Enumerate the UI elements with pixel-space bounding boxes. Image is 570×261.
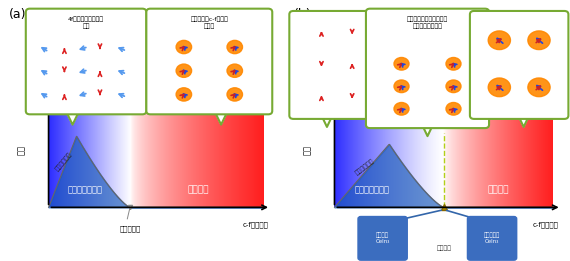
Text: 量子臨界点: 量子臨界点 — [119, 226, 141, 232]
Text: （反）強磁性相: （反）強磁性相 — [354, 186, 389, 195]
Circle shape — [176, 64, 192, 77]
Circle shape — [176, 40, 192, 54]
Text: （反）強磁性相: （反）強磁性相 — [67, 186, 103, 195]
Circle shape — [227, 40, 242, 54]
Circle shape — [176, 88, 192, 101]
Text: 磁気転移温度: 磁気転移温度 — [354, 158, 375, 176]
FancyBboxPatch shape — [358, 217, 407, 260]
Text: c-f混成強度: c-f混成強度 — [533, 221, 559, 228]
Text: 重い電子を形成しながら
磁気転移する領域: 重い電子を形成しながら 磁気転移する領域 — [407, 17, 448, 29]
Circle shape — [528, 78, 550, 97]
FancyBboxPatch shape — [26, 9, 146, 114]
Text: (b): (b) — [294, 8, 311, 21]
Polygon shape — [214, 111, 228, 125]
Text: 重い電子: 重い電子 — [188, 186, 209, 195]
Text: 高圧下での
CeIn₃: 高圧下での CeIn₃ — [484, 233, 500, 244]
Polygon shape — [321, 115, 332, 127]
Circle shape — [488, 78, 510, 97]
Circle shape — [227, 64, 242, 77]
Circle shape — [227, 88, 242, 101]
FancyBboxPatch shape — [290, 11, 393, 119]
Circle shape — [528, 31, 550, 50]
Circle shape — [394, 103, 409, 115]
Text: 磁気転移温度: 磁気転移温度 — [55, 151, 74, 172]
Circle shape — [446, 57, 461, 70]
Polygon shape — [422, 125, 433, 136]
Text: c-f混成強度: c-f混成強度 — [242, 221, 268, 228]
Text: 常圧での
CeIn₃: 常圧での CeIn₃ — [376, 233, 390, 244]
Text: 重い電子: 重い電子 — [488, 186, 510, 195]
Circle shape — [488, 31, 510, 50]
FancyBboxPatch shape — [467, 217, 516, 260]
Circle shape — [446, 103, 461, 115]
Text: 超伝導相: 超伝導相 — [437, 246, 451, 252]
Text: (a): (a) — [9, 8, 26, 21]
Circle shape — [446, 80, 461, 93]
Circle shape — [394, 80, 409, 93]
Text: 温度: 温度 — [17, 145, 26, 155]
FancyBboxPatch shape — [146, 9, 272, 114]
Text: 4f電子が磁気秩序を
形成: 4f電子が磁気秩序を 形成 — [68, 17, 104, 29]
Polygon shape — [66, 111, 79, 125]
Text: 重い電子（c-f混成）
を形成: 重い電子（c-f混成） を形成 — [190, 17, 228, 29]
Polygon shape — [518, 115, 529, 127]
Text: 温度: 温度 — [303, 145, 312, 155]
FancyBboxPatch shape — [470, 11, 568, 119]
FancyBboxPatch shape — [366, 9, 489, 128]
Circle shape — [394, 57, 409, 70]
